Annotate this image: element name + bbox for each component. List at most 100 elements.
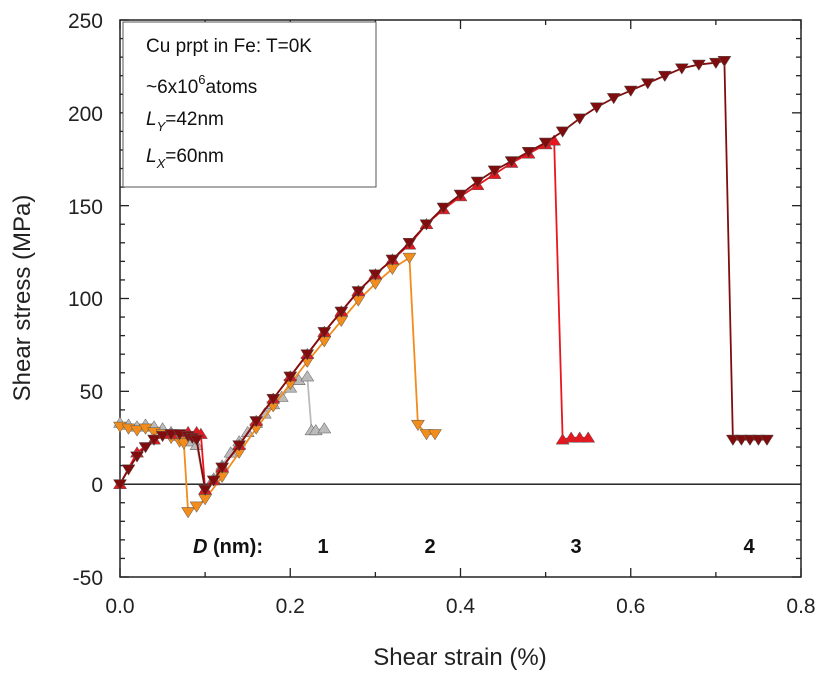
d-label-value-4: 4 bbox=[743, 536, 755, 558]
info-box-frame bbox=[122, 21, 377, 188]
x-tick-label: 0.2 bbox=[276, 595, 305, 618]
data-point-d-2 bbox=[419, 429, 434, 441]
data-point-d-2 bbox=[176, 438, 191, 450]
data-point-d-2 bbox=[410, 419, 425, 432]
info-line-system: Cu prpt in Fe: T=0K bbox=[146, 36, 312, 57]
info-atoms-unit: atoms bbox=[206, 77, 258, 98]
y-tick-label: 250 bbox=[68, 10, 103, 33]
data-point-d-1 bbox=[300, 370, 315, 382]
x-tick-label: 0.8 bbox=[786, 595, 815, 618]
data-point-d-1 bbox=[240, 425, 255, 437]
data-point-d-3 bbox=[572, 431, 587, 443]
data-point-d-4 bbox=[138, 442, 153, 454]
data-point-d-4 bbox=[317, 327, 332, 339]
data-point-d-1 bbox=[317, 422, 332, 434]
data-point-d-4 bbox=[589, 102, 604, 114]
info-ly-value: =42nm bbox=[165, 109, 224, 130]
y-tick-label: -50 bbox=[73, 567, 103, 590]
data-point-d-4 bbox=[436, 202, 451, 214]
info-atoms-base: ~6x10 bbox=[146, 77, 198, 98]
data-point-d-4 bbox=[674, 63, 689, 75]
data-point-d-2 bbox=[428, 429, 442, 441]
data-point-d-4 bbox=[708, 57, 723, 70]
data-point-d-4 bbox=[206, 475, 221, 487]
data-point-d-4 bbox=[189, 434, 204, 446]
data-point-d-4 bbox=[657, 70, 672, 83]
axis-ticks bbox=[119, 19, 802, 578]
data-point-d-3 bbox=[564, 431, 579, 443]
info-lx-value: =60nm bbox=[165, 146, 224, 167]
info-atoms-exponent: 6 bbox=[198, 72, 205, 87]
data-point-d-4 bbox=[504, 156, 519, 168]
data-point-d-4 bbox=[155, 431, 170, 443]
info-line-ly: LY=42nm bbox=[146, 109, 224, 134]
data-point-d-4 bbox=[606, 93, 621, 105]
x-tick-label: 0.0 bbox=[105, 595, 134, 618]
info-ly-var: L bbox=[146, 109, 157, 130]
data-point-d-4 bbox=[368, 269, 383, 281]
data-point-d-4 bbox=[198, 484, 213, 497]
data-point-d-4 bbox=[640, 78, 655, 90]
y-tick-label: 200 bbox=[68, 103, 103, 126]
data-point-d-4 bbox=[113, 479, 127, 491]
data-point-d-4 bbox=[623, 85, 638, 97]
data-point-d-4 bbox=[538, 137, 553, 149]
data-point-d-4 bbox=[572, 113, 587, 125]
data-point-d-4 bbox=[734, 434, 749, 446]
data-point-d-4 bbox=[121, 464, 136, 476]
x-tick-label: 0.6 bbox=[616, 595, 645, 618]
data-point-d-4 bbox=[385, 254, 400, 266]
series-d-4 bbox=[113, 56, 774, 497]
data-point-d-2 bbox=[189, 501, 204, 513]
info-line-lx: LX=60nm bbox=[146, 146, 224, 171]
d-label-title: D (nm): bbox=[193, 536, 263, 558]
d-label-unit: (nm): bbox=[207, 536, 263, 558]
data-point-d-4 bbox=[717, 56, 732, 68]
d-label-value-1: 1 bbox=[317, 536, 328, 558]
info-box: Cu prpt in Fe: T=0K ~6x106atoms LY=42nm … bbox=[122, 21, 377, 188]
data-point-d-4 bbox=[249, 416, 264, 428]
data-point-d-4 bbox=[521, 147, 536, 159]
info-lx-sub: X bbox=[156, 156, 167, 171]
data-point-d-4 bbox=[751, 434, 766, 446]
series-line-d-2 bbox=[119, 256, 435, 513]
info-line-atoms: ~6x106atoms bbox=[146, 72, 257, 98]
x-axis-title: Shear strain (%) bbox=[373, 644, 546, 671]
series-layer bbox=[113, 56, 774, 519]
data-point-d-4 bbox=[453, 189, 468, 201]
data-point-d-4 bbox=[351, 286, 366, 298]
data-point-d-4 bbox=[742, 434, 757, 446]
data-point-d-4 bbox=[232, 440, 247, 452]
plot-area bbox=[113, 19, 802, 578]
data-point-d-4 bbox=[759, 434, 774, 446]
y-tick-label: 100 bbox=[68, 288, 103, 311]
precipitate-size-labels: D (nm): 1 2 3 4 bbox=[193, 536, 755, 558]
data-point-d-4 bbox=[130, 451, 144, 463]
data-point-d-4 bbox=[691, 59, 706, 71]
y-tick-label: 50 bbox=[80, 381, 103, 404]
y-tick-labels: -50 0 50 100 150 200 250 bbox=[68, 10, 103, 590]
data-point-d-4 bbox=[419, 219, 434, 231]
data-point-d-2 bbox=[402, 252, 417, 264]
data-point-d-4 bbox=[487, 165, 502, 177]
data-point-d-4 bbox=[725, 434, 740, 446]
d-label-value-3: 3 bbox=[570, 536, 581, 558]
data-point-d-4 bbox=[402, 238, 417, 250]
info-lx-var: L bbox=[146, 146, 157, 167]
data-point-d-4 bbox=[215, 462, 230, 474]
y-axis-title: Shear stress (MPa) bbox=[9, 195, 36, 402]
info-ly-sub: Y bbox=[157, 119, 167, 134]
data-point-d-4 bbox=[470, 176, 485, 188]
d-label-var: D bbox=[193, 536, 207, 558]
data-point-d-4 bbox=[334, 306, 349, 318]
y-tick-label: 150 bbox=[68, 196, 103, 219]
data-point-d-4 bbox=[555, 126, 570, 138]
d-label-value-2: 2 bbox=[424, 536, 435, 558]
data-point-d-2 bbox=[181, 507, 196, 519]
x-tick-label: 0.4 bbox=[446, 595, 476, 618]
y-tick-label: 0 bbox=[91, 474, 103, 497]
data-point-d-4 bbox=[283, 371, 298, 383]
data-point-d-4 bbox=[266, 393, 281, 406]
data-point-d-4 bbox=[164, 429, 179, 441]
